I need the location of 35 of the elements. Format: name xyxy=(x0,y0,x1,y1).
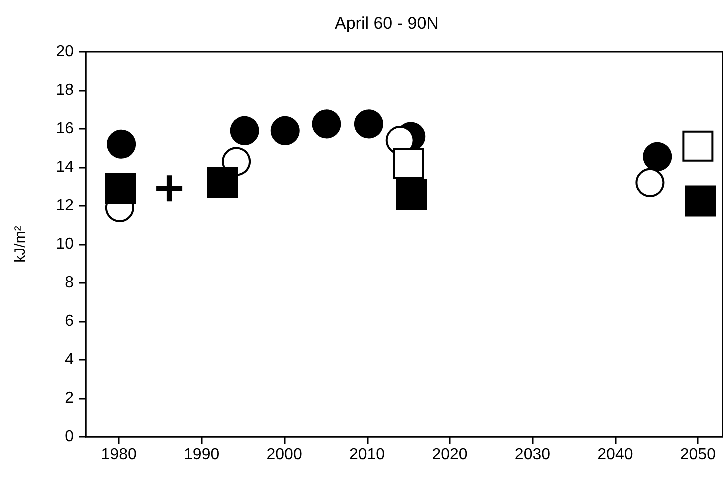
point xyxy=(230,116,260,146)
y-tick-label: 16 xyxy=(56,120,74,138)
point xyxy=(270,116,300,146)
point xyxy=(636,168,665,198)
y-tick-label: 4 xyxy=(65,352,74,368)
y-tick-label: 20 xyxy=(56,44,74,60)
point xyxy=(105,173,136,204)
x-tick-label: 2000 xyxy=(266,446,302,464)
y-axis-title: kJ/m² xyxy=(12,226,29,263)
x-tick-label: 2010 xyxy=(349,446,386,464)
point xyxy=(107,130,136,159)
y-tick-label: 18 xyxy=(56,82,74,99)
point xyxy=(685,186,716,217)
point xyxy=(312,110,342,139)
y-tick-label: 6 xyxy=(65,313,74,330)
y-tick-label: 10 xyxy=(56,236,74,253)
point xyxy=(207,167,238,198)
y-tick-label: 2 xyxy=(65,390,74,407)
chart-title: April 60 - 90N xyxy=(335,14,439,33)
x-tick-label: 2030 xyxy=(514,446,551,464)
y-tick-label: 14 xyxy=(56,159,74,176)
x-tick-label: 1980 xyxy=(101,446,137,464)
point xyxy=(643,142,672,172)
point xyxy=(396,178,428,210)
point xyxy=(354,110,384,139)
point xyxy=(156,176,183,202)
y-tick-label: 12 xyxy=(56,198,74,214)
x-tick-label: 2020 xyxy=(432,446,468,464)
y-tick-label: 0 xyxy=(65,428,74,446)
x-tick-label: 2040 xyxy=(598,446,634,464)
point xyxy=(682,130,714,162)
x-tick-label: 2050 xyxy=(680,446,716,464)
x-tick-label: 1990 xyxy=(184,446,220,464)
point xyxy=(393,148,424,180)
y-tick-label: 8 xyxy=(65,274,74,292)
